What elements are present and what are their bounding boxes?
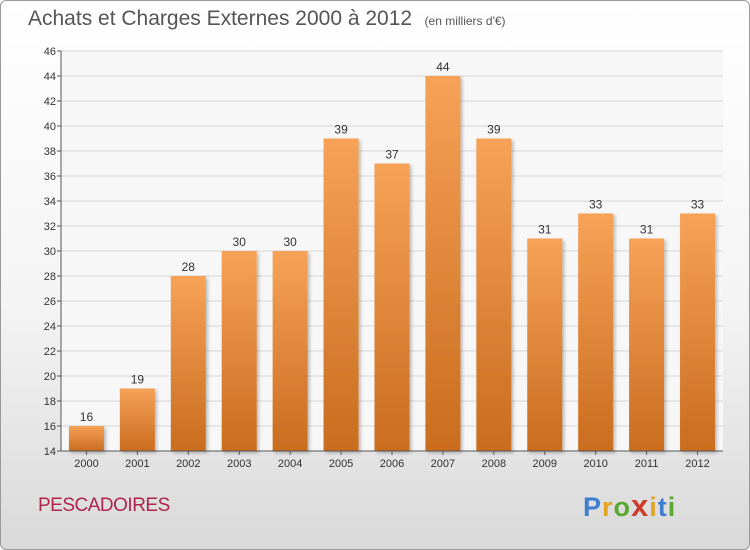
x-tick-label: 2003 [227,458,251,470]
chart-title-block: Achats et Charges Externes 2000 à 2012 (… [28,7,506,31]
bar-2009 [527,238,563,451]
bar-value-label: 39 [487,123,501,137]
y-tick-label: 26 [44,296,56,308]
y-tick-label: 46 [44,46,56,58]
bar-value-label: 30 [283,235,297,249]
bar-2010 [578,213,614,451]
y-tick-label: 42 [44,96,56,108]
x-tick-label: 2012 [685,458,709,470]
y-tick-label: 34 [44,196,56,208]
proxiti-logo: Proxiti [583,488,676,524]
bar-value-label: 16 [80,410,94,424]
y-tick-label: 16 [44,421,56,433]
y-tick-label: 44 [44,71,56,83]
x-tick-label: 2001 [125,458,149,470]
logo-letter: t [657,492,668,522]
bar-value-label: 19 [131,373,145,387]
y-tick-label: 20 [44,371,56,383]
bar-2002 [170,276,206,451]
x-tick-label: 2002 [176,458,200,470]
bar-2001 [119,388,155,451]
x-tick-label: 2004 [278,458,302,470]
bar-2011 [629,238,665,451]
x-tick-label: 2007 [431,458,455,470]
x-tick-label: 2000 [74,458,98,470]
bar-2005 [323,138,359,451]
y-tick-label: 40 [44,121,56,133]
x-tick-label: 2009 [533,458,557,470]
x-tick-label: 2006 [380,458,404,470]
y-tick-label: 38 [44,146,56,158]
bar-value-label: 44 [436,60,450,74]
x-tick-label: 2005 [329,458,353,470]
bar-2007 [425,76,461,451]
logo-letter: r [602,492,614,522]
bar-value-label: 31 [640,223,654,237]
bar-value-label: 33 [589,198,603,212]
bar-value-label: 37 [385,148,399,162]
logo-letter: x [631,488,650,523]
axes: 14 16 18 20 22 24 26 28 30 32 34 36 38 40 42 44 46 2000 20… [44,46,723,470]
logo-letter: o [613,492,632,522]
bar-2000 [68,426,104,451]
bar-2006 [374,163,410,451]
bar-2008 [476,138,512,451]
logo-letter: P [583,492,603,522]
bar-value-label: 30 [233,235,247,249]
bar-2003 [221,251,257,451]
y-tick-label: 24 [44,321,56,333]
bar-2012 [680,213,716,451]
y-tick-label: 18 [44,396,56,408]
bar-2004 [272,251,308,451]
bar-value-label: 31 [538,223,552,237]
y-tick-label: 36 [44,171,56,183]
y-tick-label: 14 [44,446,56,458]
chart-subtitle: (en milliers d'€) [424,14,506,28]
commune-name: PESCADOIRES [38,495,170,516]
y-tick-label: 32 [44,221,56,233]
y-tick-label: 30 [44,246,56,258]
y-tick-label: 22 [44,346,56,358]
x-tick-label: 2011 [635,458,659,470]
logo-letter: i [649,492,658,522]
bar-series: 16 19 28 30 30 39 37 44 39 31 33 31 33 [68,60,716,451]
y-tick-label: 28 [44,271,56,283]
bar-value-label: 28 [182,260,196,274]
bar-value-label: 33 [691,198,705,212]
x-tick-label: 2008 [482,458,506,470]
chart-title: Achats et Charges Externes 2000 à 2012 [28,7,413,30]
logo-letter: i [667,492,677,522]
bar-value-label: 39 [334,123,348,137]
x-tick-label: 2010 [583,458,607,470]
